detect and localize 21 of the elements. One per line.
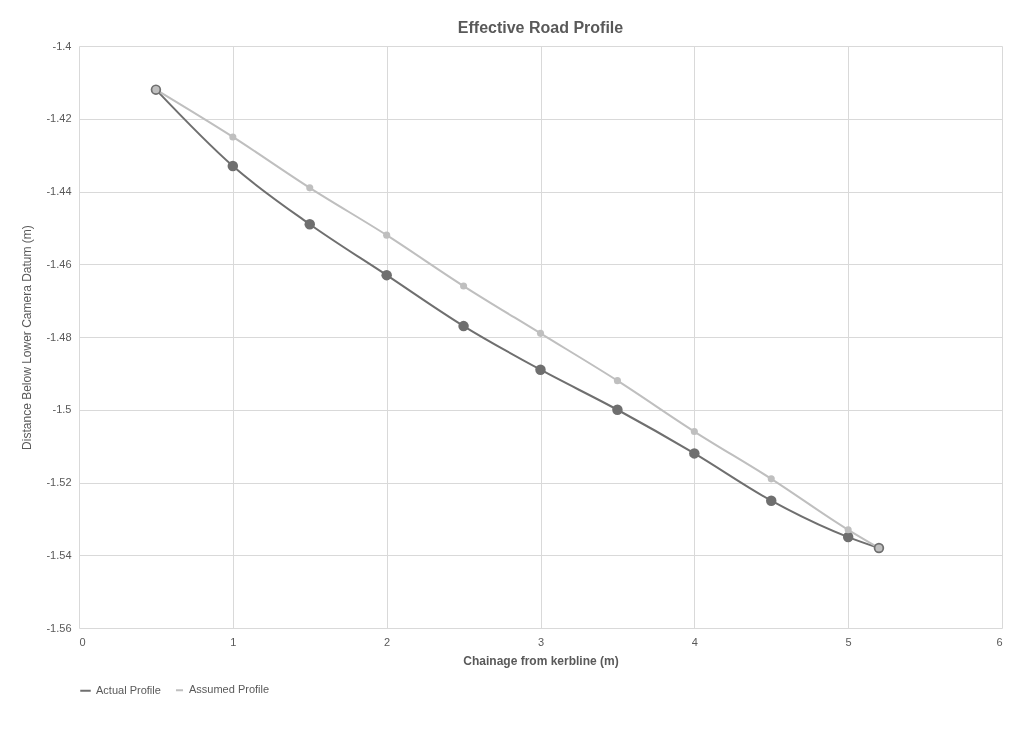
y-tick-label: -1.46 bbox=[46, 257, 72, 270]
y-tick-label: -1.42 bbox=[46, 112, 72, 125]
chart-title: Effective Road Profile bbox=[457, 19, 624, 36]
y-tick-label: -1.44 bbox=[46, 185, 72, 197]
x-tick-label: 2 bbox=[384, 635, 391, 648]
y-tick-label: -1.54 bbox=[46, 548, 72, 561]
y-tick-label: -1.52 bbox=[46, 476, 72, 488]
x-tick-label: 1 bbox=[230, 635, 237, 648]
x-tick-label: 5 bbox=[845, 635, 852, 648]
y-tick-label: -1.56 bbox=[46, 621, 72, 634]
x-axis-title: Chainage from kerbline (m) bbox=[463, 653, 619, 668]
legend-label: Assumed Profile bbox=[189, 683, 270, 696]
x-tick-label: 4 bbox=[691, 635, 698, 648]
x-tick-label: 0 bbox=[79, 635, 86, 648]
y-tick-label: -1.5 bbox=[52, 403, 72, 416]
y-axis-title: Distance Below Lower Camera Datum (m) bbox=[20, 225, 35, 450]
y-tick-label: -1.4 bbox=[52, 39, 72, 52]
y-tick-label: -1.48 bbox=[46, 330, 72, 343]
x-tick-label: 6 bbox=[996, 635, 1003, 648]
legend-label: Actual Profile bbox=[96, 683, 161, 696]
x-tick-label: 3 bbox=[537, 635, 545, 648]
